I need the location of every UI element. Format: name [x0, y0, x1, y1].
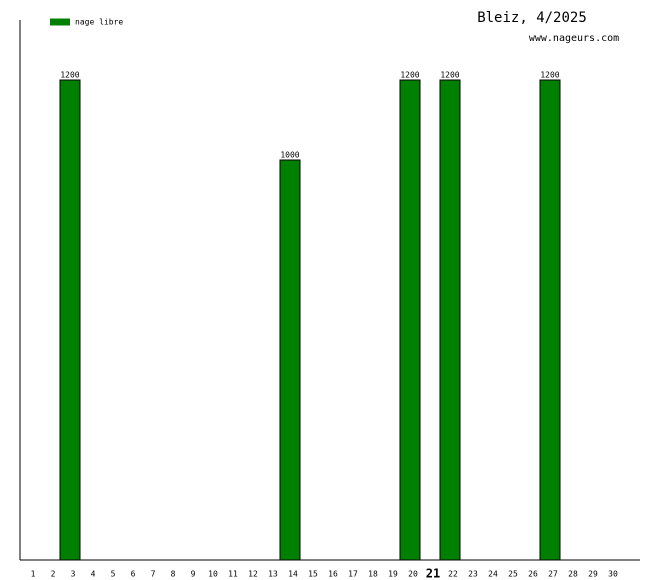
x-tick-label: 23 — [468, 570, 478, 579]
legend-label: nage libre — [75, 18, 123, 27]
x-tick-label: 8 — [171, 570, 176, 579]
x-tick-label: 11 — [228, 570, 238, 579]
x-tick-label: 16 — [328, 570, 338, 579]
x-tick-label: 12 — [248, 570, 258, 579]
bar — [59, 79, 81, 561]
bar — [439, 79, 461, 561]
x-tick-label: 2 — [51, 570, 56, 579]
x-tick-label: 1 — [31, 570, 36, 579]
bar — [279, 159, 301, 561]
data-label: 1200 — [540, 71, 559, 80]
x-tick-label: 22 — [448, 570, 458, 579]
x-tick-label: 18 — [368, 570, 378, 579]
chart-title: Bleiz, 4/2025 — [477, 10, 587, 26]
x-tick-label: 26 — [528, 570, 538, 579]
x-tick-label: 7 — [151, 570, 156, 579]
x-tick-label: 20 — [408, 570, 418, 579]
chart-subtitle: www.nageurs.com — [529, 33, 619, 44]
x-tick-label: 21 — [426, 567, 440, 580]
x-tick-label: 29 — [588, 570, 598, 579]
x-tick-label: 27 — [548, 570, 558, 579]
data-label: 1200 — [440, 71, 459, 80]
x-tick-label: 15 — [308, 570, 318, 579]
x-tick-label: 5 — [111, 570, 116, 579]
bar — [539, 79, 561, 561]
x-tick-label: 10 — [208, 570, 218, 579]
x-tick-label: 6 — [131, 570, 136, 579]
x-tick-label: 3 — [71, 570, 76, 579]
x-tick-label: 30 — [608, 570, 618, 579]
x-tick-label: 9 — [191, 570, 196, 579]
data-label: 1200 — [400, 71, 419, 80]
legend-swatch — [50, 18, 70, 26]
data-label: 1000 — [280, 151, 299, 160]
bar — [399, 79, 421, 561]
x-tick-label: 25 — [508, 570, 518, 579]
x-tick-label: 24 — [488, 570, 498, 579]
x-tick-label: 28 — [568, 570, 578, 579]
x-tick-label: 4 — [91, 570, 96, 579]
x-tick-label: 19 — [388, 570, 398, 579]
x-tick-label: 14 — [288, 570, 298, 579]
x-tick-label: 13 — [268, 570, 278, 579]
data-label: 1200 — [60, 71, 79, 80]
x-tick-label: 17 — [348, 570, 358, 579]
